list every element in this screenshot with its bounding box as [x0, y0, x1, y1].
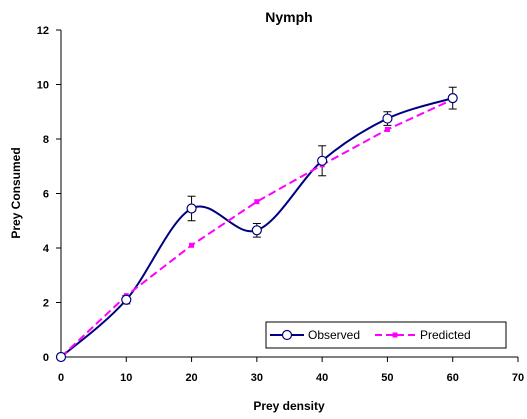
predicted-point — [384, 126, 390, 132]
y-tick-label: 0 — [43, 352, 49, 364]
x-tick-label: 30 — [251, 372, 263, 384]
plot-area — [61, 30, 518, 357]
y-tick-label: 12 — [37, 25, 49, 37]
observed-point — [317, 155, 328, 166]
x-tick-label: 40 — [316, 372, 328, 384]
legend-predicted-label: Predicted — [420, 328, 471, 342]
predicted-point — [189, 242, 195, 248]
chart-title: Nymph — [265, 9, 312, 25]
observed-point — [447, 93, 458, 104]
x-tick-label: 60 — [447, 372, 459, 384]
tick-marks: 0 2 4 6 8 10 12 0 10 20 30 40 50 60 70 — [37, 25, 524, 384]
predicted-point — [254, 199, 260, 205]
x-tick-label: 10 — [120, 372, 132, 384]
y-tick-label: 6 — [43, 189, 49, 201]
x-tick-label: 20 — [185, 372, 197, 384]
observed-point — [382, 113, 393, 124]
x-tick-label: 70 — [512, 372, 524, 384]
series-layer — [55, 86, 458, 363]
x-axis-title: Prey density — [253, 399, 325, 413]
legend-observed-marker — [281, 329, 293, 341]
x-tick-label: 50 — [381, 372, 393, 384]
observed-point — [251, 225, 262, 236]
y-axis-title: Prey Consumed — [9, 147, 23, 238]
legend-predicted-marker — [392, 332, 398, 338]
y-tick-label: 2 — [43, 298, 49, 310]
observed-point — [121, 294, 132, 305]
legend: Observed Predicted — [265, 321, 507, 349]
observed-point — [186, 203, 197, 214]
x-tick-label: 0 — [58, 372, 64, 384]
observed-point — [55, 351, 67, 363]
y-tick-label: 10 — [37, 80, 49, 92]
y-tick-label: 4 — [43, 243, 50, 255]
legend-observed-label: Observed — [308, 328, 360, 342]
y-tick-label: 8 — [43, 134, 49, 146]
